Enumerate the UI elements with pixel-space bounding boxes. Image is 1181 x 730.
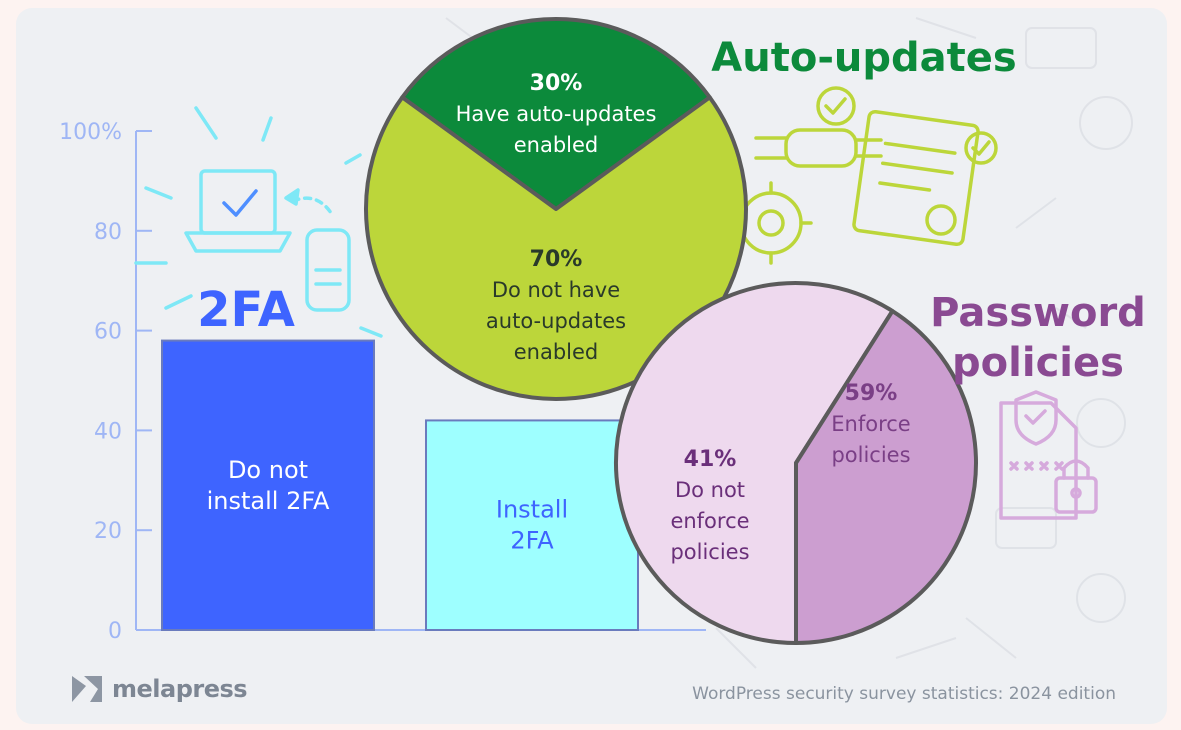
bar-y-tick-label: 80 bbox=[94, 220, 122, 245]
password-slice-label: enforce bbox=[670, 509, 749, 533]
autoupdates-slice-label: Have auto-updates bbox=[456, 102, 657, 126]
shield-lock-icon bbox=[999, 390, 1098, 520]
password-title-line: Password bbox=[930, 290, 1146, 336]
background-doodles bbox=[445, 17, 1133, 669]
password-title-line: policies bbox=[952, 340, 1124, 386]
bar-category-label: install 2FA bbox=[207, 487, 330, 515]
password-slice-59pct bbox=[614, 281, 895, 645]
password-slice-label: policies bbox=[670, 540, 749, 564]
chart-canvas: 0 20 40 60 80 100% Do not install 2FA Install 2F… bbox=[59, 17, 1146, 669]
bar-category-label: Install bbox=[496, 496, 568, 524]
melapress-logo: melapress bbox=[70, 674, 248, 704]
bar-y-tick-label: 20 bbox=[94, 519, 122, 544]
bar-y-tick-label: 0 bbox=[108, 619, 122, 644]
autoupdates-slice-label: Do not have bbox=[492, 278, 620, 302]
bar-y-tick-label: 60 bbox=[94, 320, 122, 345]
bar-category-label: 2FA bbox=[510, 527, 554, 555]
autoupdates-pie-chart: 30% Have auto-updates enabled 70% Do not hav… bbox=[364, 17, 748, 401]
autoupdates-title: Auto-updates bbox=[711, 35, 1016, 81]
bar-do-not-install-2fa bbox=[161, 339, 375, 631]
autoupdates-percent-label: 70% bbox=[530, 247, 583, 272]
twofa-bar-chart: 0 20 40 60 80 100% Do not install 2FA Install 2F… bbox=[59, 120, 706, 644]
melapress-logo-text: melapress bbox=[112, 675, 248, 703]
autoupdates-slice-label: enabled bbox=[514, 133, 599, 157]
password-percent-label: 41% bbox=[684, 447, 737, 472]
twofa-title: 2FA bbox=[197, 282, 295, 338]
password-slice-label: Do not bbox=[675, 478, 745, 502]
bar-category-label: Do not bbox=[228, 456, 308, 484]
footer-caption: WordPress security survey statistics: 20… bbox=[692, 684, 1116, 704]
autoupdates-slice-30pct bbox=[400, 17, 712, 211]
infographic-card: 0 20 40 60 80 100% Do not install 2FA Install 2F… bbox=[16, 8, 1167, 724]
autoupdates-slice-label: enabled bbox=[514, 340, 599, 364]
melapress-logo-icon bbox=[72, 676, 102, 702]
autoupdates-slice-70pct bbox=[364, 95, 748, 401]
laptop-phone-icon bbox=[134, 106, 383, 338]
plugin-gear-icon bbox=[729, 86, 998, 265]
password-slice-label: Enforce bbox=[831, 412, 910, 436]
password-slice-41pct bbox=[794, 309, 978, 645]
bar-y-tick-label: 40 bbox=[94, 419, 122, 444]
autoupdates-percent-label: 30% bbox=[530, 71, 583, 96]
password-percent-label: 59% bbox=[845, 381, 898, 406]
password-slice-label: policies bbox=[831, 443, 910, 467]
bar-install-2fa bbox=[425, 419, 639, 632]
autoupdates-slice-label: auto-updates bbox=[486, 309, 626, 333]
password-pie-chart: 59% Enforce policies 41% Do not enforce polici… bbox=[614, 281, 978, 645]
bar-y-tick-label: 100% bbox=[59, 120, 122, 145]
